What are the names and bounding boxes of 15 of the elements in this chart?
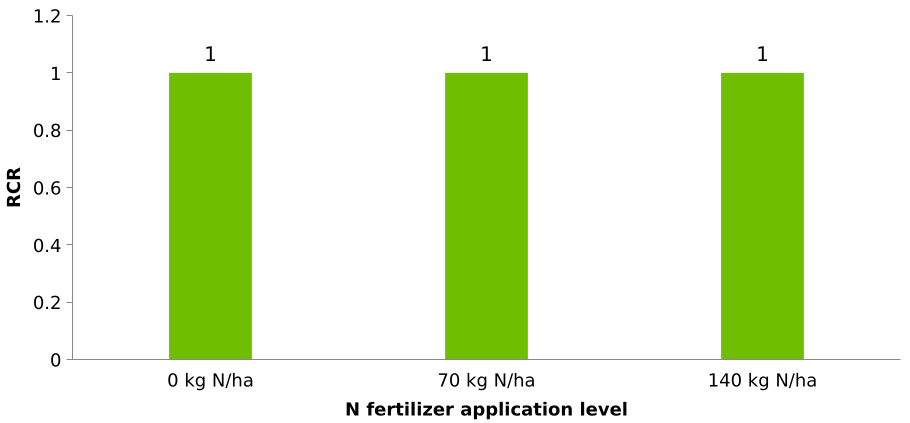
x-tick-label: 140 kg N/ha (708, 370, 818, 392)
data-label: 1 (480, 42, 493, 66)
y-axis-title: RCR (4, 166, 25, 208)
y-tick-label: 0.4 (32, 236, 62, 257)
x-tick-label: 0 kg N/ha (167, 370, 254, 392)
y-tick-label: 1 (50, 64, 62, 85)
y-tick-label: 0.2 (32, 293, 62, 314)
y-tick-label: 0.6 (32, 178, 62, 200)
y-tick-label: 1.2 (32, 6, 62, 28)
x-axis-title: N fertilizer application level (345, 400, 628, 420)
x-tick-label: 70 kg N/ha (437, 370, 536, 392)
y-tick-label: 0 (50, 350, 62, 372)
y-tick-label: 0.8 (32, 121, 62, 142)
data-label: 1 (204, 42, 217, 66)
data-label: 1 (756, 42, 769, 66)
